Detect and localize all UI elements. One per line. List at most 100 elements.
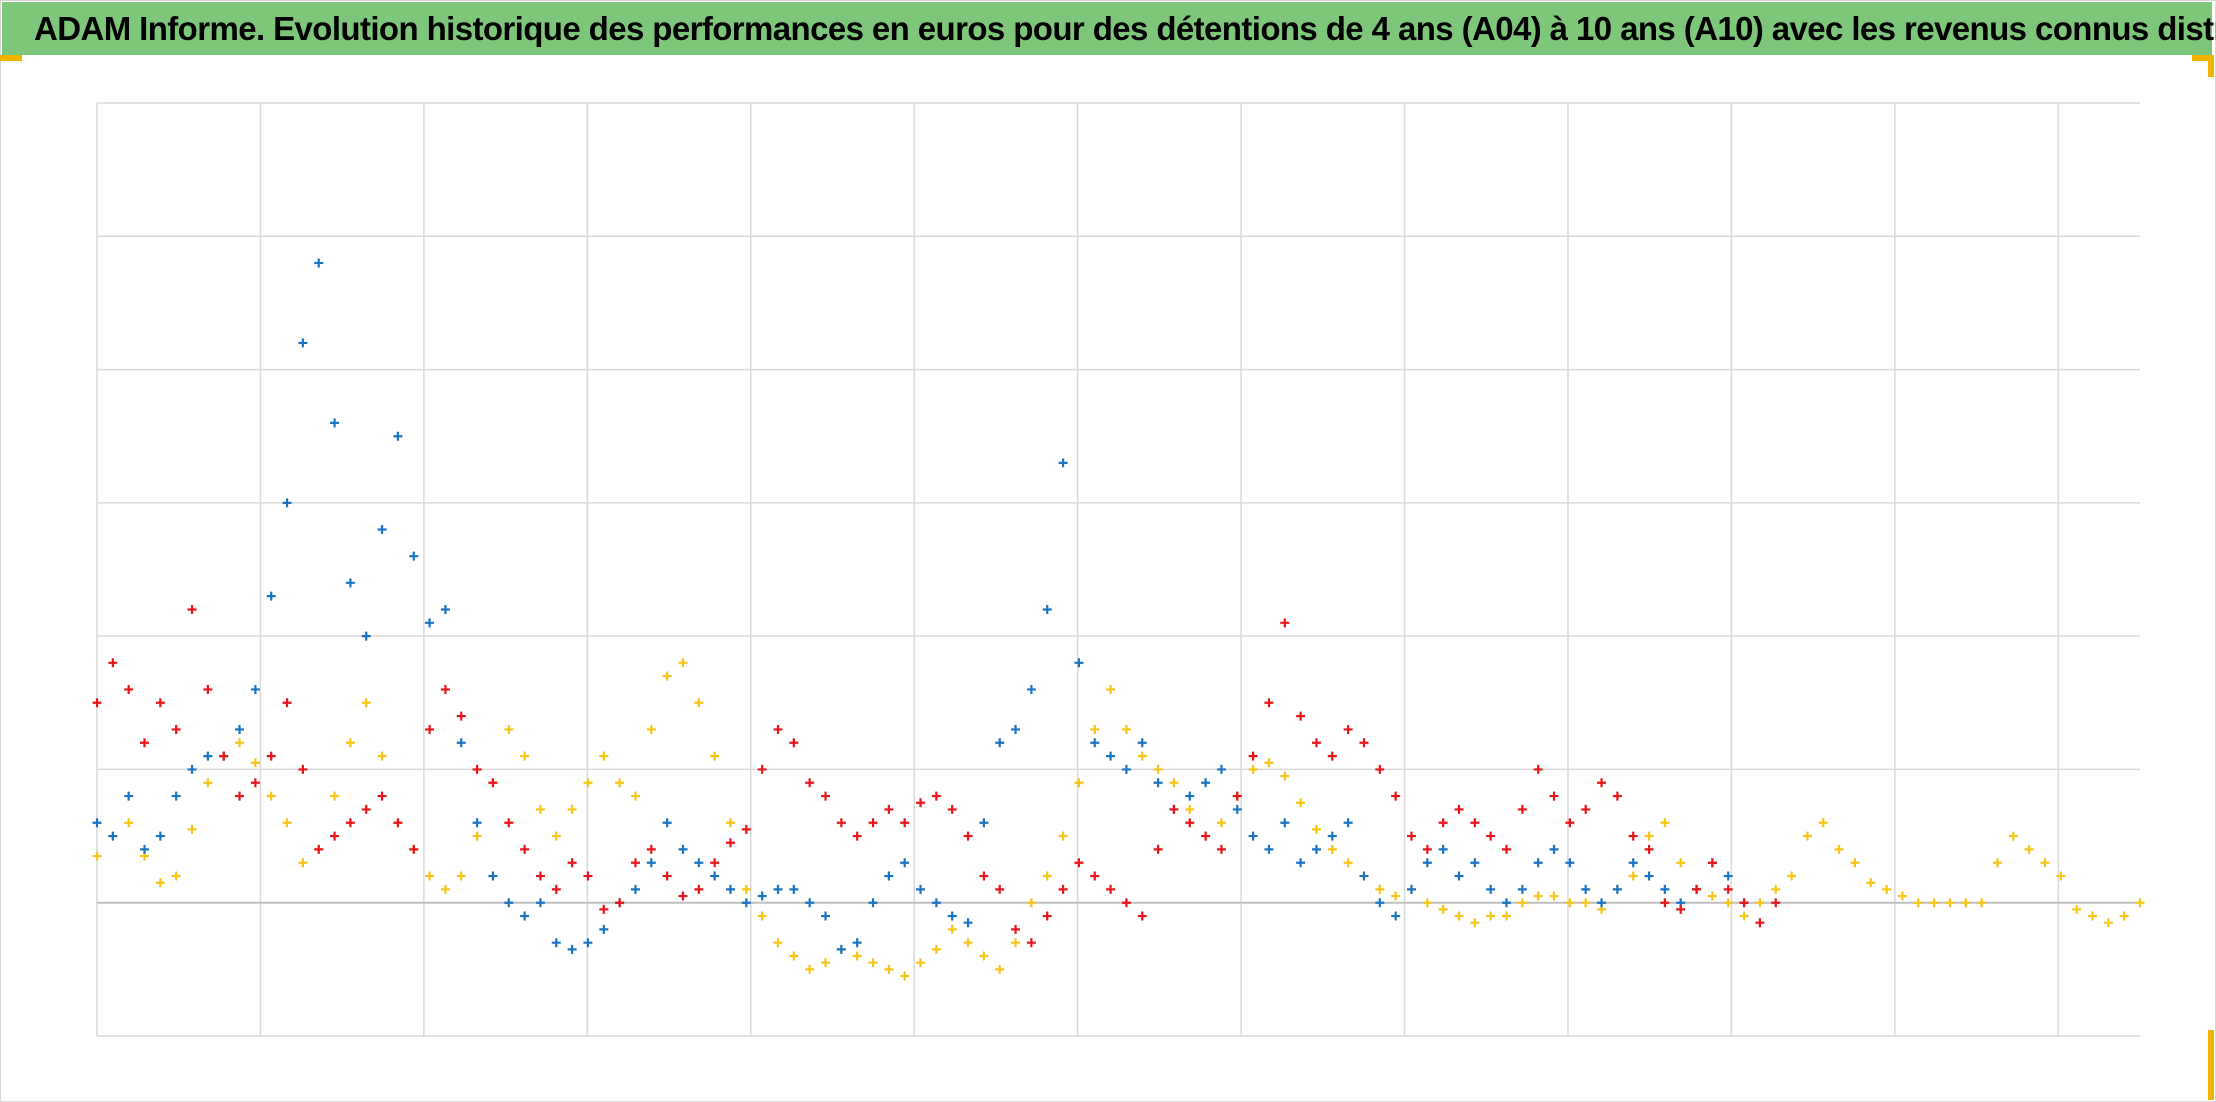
data-point	[694, 884, 704, 894]
data-point	[171, 791, 181, 801]
data-point	[852, 951, 862, 961]
data-point	[1296, 798, 1306, 808]
data-point	[1406, 884, 1416, 894]
data-point	[203, 684, 213, 694]
data-point	[1802, 831, 1812, 841]
data-point	[773, 884, 783, 894]
data-point	[1137, 751, 1147, 761]
data-point	[1581, 804, 1591, 814]
data-point	[1185, 791, 1195, 801]
data-point	[1723, 884, 1733, 894]
series-1	[92, 658, 2145, 981]
data-point	[1707, 891, 1717, 901]
data-point	[1913, 898, 1923, 908]
data-point	[235, 738, 245, 748]
data-point	[947, 911, 957, 921]
data-point	[805, 964, 815, 974]
data-point	[1232, 804, 1242, 814]
data-point	[615, 898, 625, 908]
data-point	[1422, 898, 1432, 908]
data-point	[947, 804, 957, 814]
data-point	[757, 764, 767, 774]
series-2	[92, 258, 1749, 954]
data-point	[1644, 871, 1654, 881]
data-point	[916, 884, 926, 894]
data-point	[1755, 898, 1765, 908]
data-point	[1502, 911, 1512, 921]
data-point	[1470, 858, 1480, 868]
data-point	[1280, 771, 1290, 781]
data-point	[1992, 858, 2002, 868]
data-point	[1391, 891, 1401, 901]
data-point	[567, 804, 577, 814]
data-point	[1201, 778, 1211, 788]
data-point	[187, 764, 197, 774]
data-point	[1343, 818, 1353, 828]
data-point	[995, 964, 1005, 974]
data-point	[440, 884, 450, 894]
data-point	[884, 964, 894, 974]
data-point	[2056, 871, 2066, 881]
data-point	[1216, 764, 1226, 774]
data-point	[1533, 858, 1543, 868]
data-point	[1929, 898, 1939, 908]
data-point	[1502, 898, 1512, 908]
data-point	[377, 525, 387, 535]
data-point	[1818, 818, 1828, 828]
data-point	[124, 818, 134, 828]
data-point	[1533, 891, 1543, 901]
data-point	[1026, 898, 1036, 908]
data-point	[741, 898, 751, 908]
data-point	[1375, 764, 1385, 774]
data-point	[520, 911, 530, 921]
data-point	[1834, 844, 1844, 854]
data-point	[1597, 898, 1607, 908]
data-point	[1438, 844, 1448, 854]
data-point	[282, 498, 292, 508]
data-point	[266, 791, 276, 801]
data-point	[456, 711, 466, 721]
data-point	[361, 804, 371, 814]
data-point	[1375, 898, 1385, 908]
data-point	[1090, 871, 1100, 881]
data-point	[1216, 844, 1226, 854]
data-point	[314, 258, 324, 268]
data-point	[1517, 898, 1527, 908]
data-point	[1169, 778, 1179, 788]
data-point	[821, 911, 831, 921]
data-point	[504, 724, 514, 734]
data-point	[1042, 871, 1052, 881]
data-point	[1296, 711, 1306, 721]
data-point	[1264, 844, 1274, 854]
data-point	[1549, 844, 1559, 854]
data-point	[1771, 884, 1781, 894]
data-point	[1153, 778, 1163, 788]
data-point	[757, 911, 767, 921]
data-point	[1153, 764, 1163, 774]
data-point	[916, 798, 926, 808]
data-point	[440, 684, 450, 694]
data-point	[963, 938, 973, 948]
data-point	[630, 858, 640, 868]
data-point	[1502, 844, 1512, 854]
data-point	[1106, 684, 1116, 694]
data-point	[1169, 804, 1179, 814]
data-point	[678, 891, 688, 901]
data-point	[1549, 891, 1559, 901]
data-point	[250, 778, 260, 788]
gridlines	[96, 102, 2140, 1037]
data-point	[1628, 871, 1638, 881]
data-point	[630, 791, 640, 801]
data-point	[1074, 778, 1084, 788]
data-point	[1565, 898, 1575, 908]
data-point	[2040, 858, 2050, 868]
data-point	[1011, 724, 1021, 734]
data-point	[456, 871, 466, 881]
data-point	[409, 551, 419, 561]
data-point	[979, 951, 989, 961]
corner-accent-top-left	[0, 55, 22, 61]
data-point	[821, 958, 831, 968]
data-point	[1343, 858, 1353, 868]
data-point	[1549, 791, 1559, 801]
